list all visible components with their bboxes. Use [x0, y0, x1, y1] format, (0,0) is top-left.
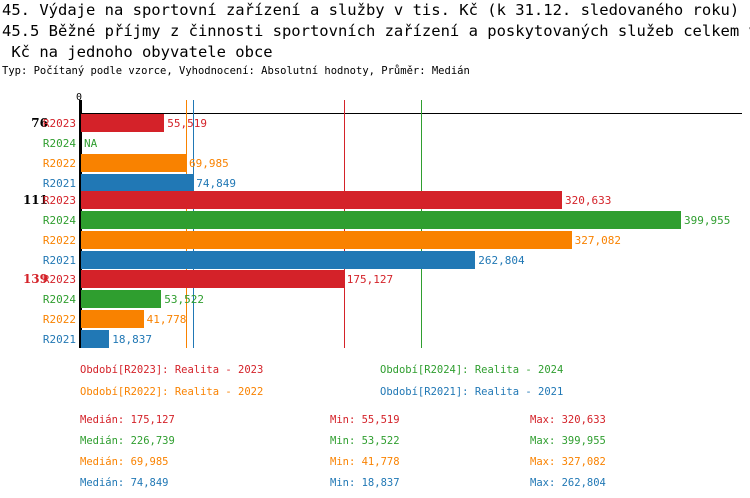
chart-subtitle: Typ: Počítaný podle vzorce, Vyhodnocení:… — [2, 65, 470, 77]
series-row-label-r2021: R2021 — [42, 254, 76, 267]
group-label: 111 — [22, 193, 48, 207]
series-row-label-r2024: R2024 — [42, 137, 76, 150]
bar[interactable] — [81, 211, 681, 229]
bar-value-label: 320,633 — [565, 194, 612, 207]
series-row-label-r2024: R2024 — [42, 214, 76, 227]
bar-value-label: 55,519 — [167, 117, 208, 130]
legend-item[interactable]: Období[R2021]: Realita - 2021 — [380, 386, 564, 398]
axis-zero-label: 0 — [76, 92, 83, 103]
stat-max: Max: 399,955 — [530, 435, 606, 447]
bar-value-label: 74,849 — [196, 177, 237, 190]
series-row-label-r2021: R2021 — [42, 177, 76, 190]
axis-zero-tick — [79, 104, 82, 113]
series-row-label-r2023: R2023 — [42, 117, 76, 130]
legend-item[interactable]: Období[R2024]: Realita - 2024 — [380, 364, 564, 376]
bar-value-label: 262,804 — [478, 254, 525, 267]
bar-value-label: 175,127 — [346, 273, 394, 286]
stat-median: Medián: 74,849 — [80, 477, 169, 489]
series-row-label-r2021: R2021 — [42, 333, 76, 346]
bar[interactable] — [81, 270, 344, 288]
stat-min: Min: 55,519 — [330, 414, 400, 426]
series-row-label-r2023: R2023 — [42, 273, 76, 286]
bar[interactable] — [81, 154, 186, 172]
axis-zero-line — [79, 100, 82, 348]
stat-max: Max: 327,082 — [530, 456, 606, 468]
stat-min: Min: 41,778 — [330, 456, 400, 468]
group-label: 76 — [31, 116, 48, 130]
legend-item[interactable]: Období[R2023]: Realita - 2023 — [80, 364, 264, 376]
group-label: 139 — [22, 272, 48, 286]
stat-min: Min: 53,522 — [330, 435, 400, 447]
bar[interactable] — [81, 114, 165, 132]
bar-value-label: NA — [84, 137, 98, 150]
bar[interactable] — [81, 231, 572, 249]
series-row-label-r2022: R2022 — [42, 234, 76, 247]
stat-median: Medián: 226,739 — [80, 435, 175, 447]
series-row-label-r2024: R2024 — [42, 293, 76, 306]
stat-median: Medián: 69,985 — [80, 456, 169, 468]
bar-value-label: 41,778 — [146, 313, 187, 326]
series-row-label-r2023: R2023 — [42, 194, 76, 207]
stat-max: Max: 262,804 — [530, 477, 606, 489]
bar-value-label: 18,837 — [112, 333, 152, 346]
bar-value-label: 399,955 — [684, 214, 731, 227]
bar[interactable] — [81, 251, 476, 269]
bar[interactable] — [81, 191, 562, 209]
series-row-label-r2022: R2022 — [42, 313, 76, 326]
bar-value-label: 69,985 — [188, 157, 229, 170]
bar[interactable] — [81, 310, 144, 328]
stat-min: Min: 18,837 — [330, 477, 400, 489]
chart-header: 45. Výdaje na sportovní zařízení a služb… — [2, 0, 750, 63]
bar[interactable] — [81, 290, 162, 308]
bar[interactable] — [81, 330, 110, 348]
bar[interactable] — [81, 174, 194, 192]
chart-plot-area: 0 76 R2023 55,519 R2024 NA R2022 69,985 R2021 74… — [22, 92, 742, 348]
bar-value-label: 53,522 — [164, 293, 205, 306]
bar-value-label: 327,082 — [574, 234, 622, 247]
title-line-3: Kč na jednoho obyvatele obce — [2, 43, 273, 61]
stat-median: Medián: 175,127 — [80, 414, 175, 426]
series-row-label-r2022: R2022 — [42, 157, 76, 170]
axis-top-line — [80, 113, 742, 114]
title-line-2: 45.5 Běžné příjmy z činnosti sportovních… — [2, 22, 750, 40]
title-line-1: 45. Výdaje na sportovní zařízení a služb… — [2, 1, 740, 19]
legend-item[interactable]: Období[R2022]: Realita - 2022 — [80, 386, 264, 398]
stat-max: Max: 320,633 — [530, 414, 606, 426]
